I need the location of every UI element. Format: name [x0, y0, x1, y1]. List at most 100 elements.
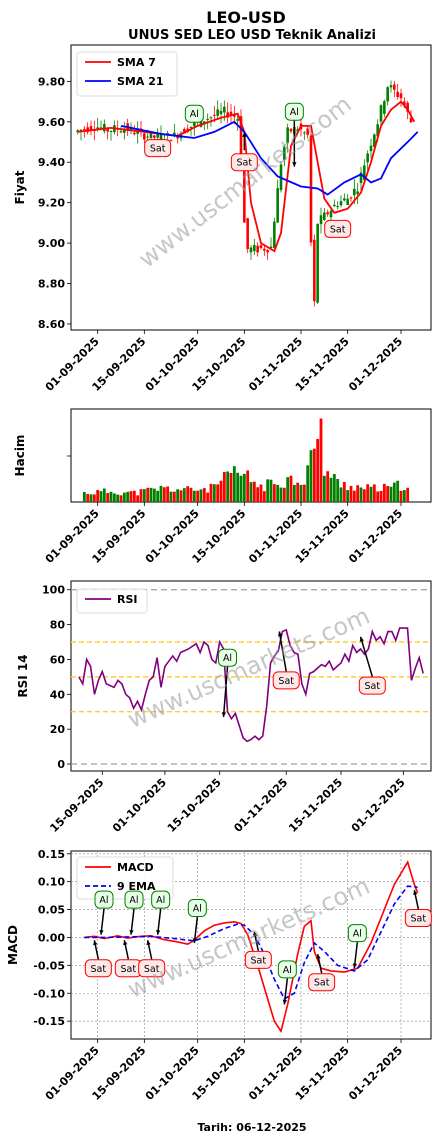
macd-signal-box [308, 973, 336, 992]
volume-bar [259, 484, 263, 502]
candle-body [326, 212, 329, 215]
volume-bar [202, 488, 206, 502]
candle-body [239, 116, 243, 166]
candle-body [309, 135, 313, 243]
candle-body [383, 101, 386, 114]
volume-bar [229, 472, 233, 502]
volume-bar [349, 485, 353, 502]
candle-body [149, 131, 153, 138]
volume-bar [372, 484, 376, 502]
volume-bar [336, 478, 340, 502]
macd-signal-label: Al [353, 929, 362, 940]
volume-bar [406, 487, 410, 502]
candle-body [256, 245, 259, 253]
price-signal-label: Sat [237, 158, 253, 169]
volume-bar [352, 490, 356, 502]
volume-bar [389, 486, 393, 502]
signal-arrowhead [146, 940, 151, 946]
candle-body [336, 206, 339, 208]
volume-bar [169, 491, 173, 502]
candle-body [169, 140, 173, 142]
y-axis-label: MACD [6, 925, 20, 965]
volume-bar [82, 491, 86, 502]
x-tick-label: 01-12-2025 [346, 1044, 405, 1103]
macd-signal-box [84, 959, 112, 978]
volume-bar [362, 489, 366, 502]
candle-body [343, 198, 346, 201]
candle-body [329, 210, 333, 218]
candle-body [119, 131, 123, 133]
candle-body [303, 132, 306, 134]
macd-signal-label: Al [156, 895, 165, 906]
candle-body [399, 93, 403, 99]
volume-bar [196, 490, 200, 502]
candle-body [406, 102, 409, 112]
signal-arrowhead [123, 940, 128, 946]
volume-bar [309, 450, 313, 502]
candle-body [143, 133, 146, 140]
volume-bar [306, 465, 310, 502]
signal-arrowhead [242, 132, 247, 137]
candle-body [359, 172, 363, 183]
watermark-text: www.uscmarkets.com [133, 90, 357, 273]
macd-signal-box [94, 890, 114, 909]
candle-body [83, 128, 86, 130]
volume-bar [286, 477, 290, 502]
candle-body [233, 114, 236, 117]
candle-body [396, 91, 399, 98]
signal-arrowhead [352, 963, 358, 969]
candle-body [183, 128, 186, 134]
candle-body [229, 111, 233, 116]
volume-bar [156, 490, 160, 502]
candle-body [363, 165, 366, 180]
macd-signal-box [347, 924, 367, 943]
volume-bar [99, 491, 103, 502]
candle-body [189, 126, 193, 129]
volume-bar [209, 483, 213, 502]
volume-bar [226, 471, 230, 502]
candle-body [273, 221, 276, 249]
legend-label: RSI [117, 593, 138, 606]
x-tick-label: 15-11-2025 [286, 776, 345, 835]
x-tick-label: 01-11-2025 [231, 776, 290, 835]
volume-bar [189, 487, 193, 502]
candle-body [159, 134, 163, 142]
volume-bar [316, 438, 320, 502]
candle-body [106, 128, 109, 132]
legend-box [76, 588, 148, 614]
rsi-signal-box [218, 648, 238, 667]
y-tick-label: -0.05 [33, 959, 65, 972]
candle-body [226, 112, 229, 118]
candle-body [209, 117, 213, 119]
candle-body [219, 110, 223, 115]
y-tick-label: 0.00 [38, 931, 65, 944]
candle-body [403, 101, 406, 106]
volume-bar [166, 486, 170, 502]
candle-body [373, 134, 376, 147]
volume-bar [139, 489, 143, 502]
macd-signal-box [404, 909, 432, 928]
price-signal-label: Al [190, 109, 199, 120]
candle-body [249, 247, 253, 253]
price-signal-box [284, 102, 304, 121]
volume-bar [119, 495, 123, 502]
price-signal-box [230, 153, 258, 172]
y-tick-label: 9.60 [38, 116, 65, 129]
candle-body [153, 135, 156, 138]
volume-bar [129, 491, 133, 502]
volume-bar [109, 491, 113, 502]
volume-bar [359, 487, 363, 502]
volume-bar [239, 475, 243, 502]
rsi-signal-box [272, 671, 300, 690]
candle-body [286, 127, 289, 144]
price-signal-box [184, 104, 204, 123]
legend-label: SMA 21 [117, 75, 164, 88]
signal-arrowhead [292, 162, 297, 167]
macd-signal-label: Sat [144, 964, 160, 975]
volume-bar [319, 418, 323, 502]
legend-label: SMA 7 [117, 56, 156, 69]
candle-body [243, 165, 246, 223]
candle-body [133, 132, 136, 135]
y-tick-label: 0 [57, 758, 65, 771]
signal-arrowhead [277, 631, 283, 637]
